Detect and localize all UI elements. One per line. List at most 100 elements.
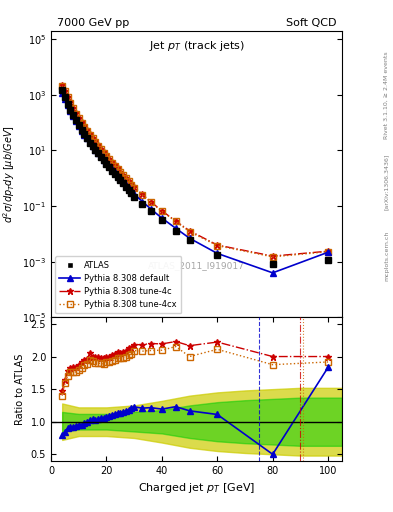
Pythia 8.308 tune-4c <box>82 123 87 130</box>
Pythia 8.308 tune-4c <box>121 172 125 178</box>
Pythia 8.308 tune-4cx <box>140 192 145 198</box>
Pythia 8.308 tune-4cx <box>121 172 125 178</box>
Pythia 8.308 default <box>270 270 275 276</box>
Pythia 8.308 tune-4cx <box>71 105 75 112</box>
Pythia 8.308 default <box>104 160 109 166</box>
Pythia 8.308 tune-4cx <box>173 219 178 225</box>
ATLAS <box>140 201 145 207</box>
Pythia 8.308 tune-4c <box>187 228 192 234</box>
Pythia 8.308 tune-4cx <box>326 249 331 255</box>
Pythia 8.308 tune-4c <box>88 131 92 137</box>
Pythia 8.308 tune-4cx <box>96 143 101 149</box>
Line: ATLAS: ATLAS <box>59 87 331 267</box>
Pythia 8.308 tune-4cx <box>132 185 136 191</box>
ATLAS <box>65 100 70 106</box>
ATLAS <box>118 177 123 183</box>
Pythia 8.308 tune-4c <box>68 99 73 105</box>
Pythia 8.308 tune-4c <box>104 153 109 159</box>
Pythia 8.308 default <box>149 206 153 212</box>
Text: ATLAS_2011_I919017: ATLAS_2011_I919017 <box>148 261 245 270</box>
Pythia 8.308 default <box>60 90 64 96</box>
Pythia 8.308 tune-4c <box>71 105 75 111</box>
Pythia 8.308 tune-4cx <box>270 254 275 260</box>
ATLAS <box>90 143 95 150</box>
Pythia 8.308 tune-4cx <box>90 135 95 141</box>
Y-axis label: Ratio to ATLAS: Ratio to ATLAS <box>15 353 25 425</box>
Pythia 8.308 tune-4c <box>62 88 67 94</box>
Pythia 8.308 default <box>326 249 331 255</box>
Pythia 8.308 tune-4cx <box>93 139 98 145</box>
Pythia 8.308 tune-4cx <box>215 243 220 249</box>
Pythia 8.308 tune-4c <box>112 162 117 168</box>
Pythia 8.308 tune-4cx <box>73 111 78 117</box>
Pythia 8.308 default <box>140 199 145 205</box>
Pythia 8.308 default <box>68 108 73 114</box>
Pythia 8.308 default <box>62 96 67 102</box>
ATLAS <box>101 157 106 163</box>
ATLAS <box>326 257 331 263</box>
Pythia 8.308 default <box>173 225 178 231</box>
ATLAS <box>99 154 103 160</box>
Pythia 8.308 default <box>187 235 192 241</box>
ATLAS <box>68 106 73 113</box>
Pythia 8.308 tune-4c <box>160 208 164 214</box>
Pythia 8.308 tune-4c <box>270 253 275 259</box>
ATLAS <box>126 187 131 193</box>
ATLAS <box>79 127 84 133</box>
Pythia 8.308 default <box>71 113 75 119</box>
Line: Pythia 8.308 tune-4c: Pythia 8.308 tune-4c <box>59 82 332 260</box>
Pythia 8.308 tune-4cx <box>68 100 73 106</box>
Pythia 8.308 tune-4c <box>149 199 153 205</box>
Pythia 8.308 default <box>121 179 125 185</box>
Pythia 8.308 default <box>115 173 120 179</box>
Pythia 8.308 tune-4cx <box>149 199 153 205</box>
Pythia 8.308 default <box>99 153 103 159</box>
ATLAS <box>76 122 81 129</box>
Pythia 8.308 tune-4c <box>132 184 136 190</box>
Pythia 8.308 tune-4c <box>118 168 123 175</box>
ATLAS <box>270 262 275 268</box>
Pythia 8.308 default <box>160 215 164 221</box>
Pythia 8.308 tune-4c <box>93 138 98 144</box>
Pythia 8.308 tune-4c <box>115 165 120 172</box>
Pythia 8.308 tune-4c <box>173 218 178 224</box>
Pythia 8.308 default <box>88 139 92 145</box>
Text: Jet $p_T$ (track jets): Jet $p_T$ (track jets) <box>149 39 244 53</box>
Pythia 8.308 tune-4c <box>126 178 131 184</box>
Pythia 8.308 tune-4cx <box>85 127 90 134</box>
ATLAS <box>123 184 128 190</box>
ATLAS <box>73 117 78 123</box>
Pythia 8.308 tune-4c <box>101 149 106 155</box>
Pythia 8.308 tune-4cx <box>62 88 67 94</box>
Pythia 8.308 default <box>215 250 220 257</box>
ATLAS <box>60 87 64 93</box>
Pythia 8.308 tune-4cx <box>112 163 117 169</box>
ATLAS <box>62 94 67 100</box>
ATLAS <box>88 140 92 146</box>
Pythia 8.308 tune-4c <box>140 191 145 198</box>
Pythia 8.308 tune-4cx <box>187 229 192 235</box>
Pythia 8.308 tune-4cx <box>123 175 128 181</box>
Pythia 8.308 tune-4c <box>76 115 81 121</box>
Pythia 8.308 default <box>79 127 84 134</box>
Pythia 8.308 default <box>101 157 106 163</box>
ATLAS <box>121 180 125 186</box>
Pythia 8.308 default <box>118 176 123 182</box>
Pythia 8.308 default <box>76 123 81 129</box>
Pythia 8.308 default <box>123 182 128 188</box>
Text: [arXiv:1306.3436]: [arXiv:1306.3436] <box>384 154 389 210</box>
Pythia 8.308 tune-4cx <box>99 146 103 153</box>
Pythia 8.308 default <box>132 191 136 197</box>
ATLAS <box>160 217 164 223</box>
Pythia 8.308 tune-4cx <box>160 208 164 215</box>
ATLAS <box>149 208 153 215</box>
Pythia 8.308 tune-4c <box>85 127 90 133</box>
Pythia 8.308 default <box>65 102 70 108</box>
Pythia 8.308 tune-4c <box>123 175 128 181</box>
Pythia 8.308 default <box>129 188 134 194</box>
Pythia 8.308 tune-4c <box>65 94 70 100</box>
Pythia 8.308 tune-4c <box>110 159 114 165</box>
ATLAS <box>93 147 98 153</box>
Pythia 8.308 tune-4cx <box>115 166 120 172</box>
Text: Rivet 3.1.10, ≥ 2.4M events: Rivet 3.1.10, ≥ 2.4M events <box>384 51 389 139</box>
